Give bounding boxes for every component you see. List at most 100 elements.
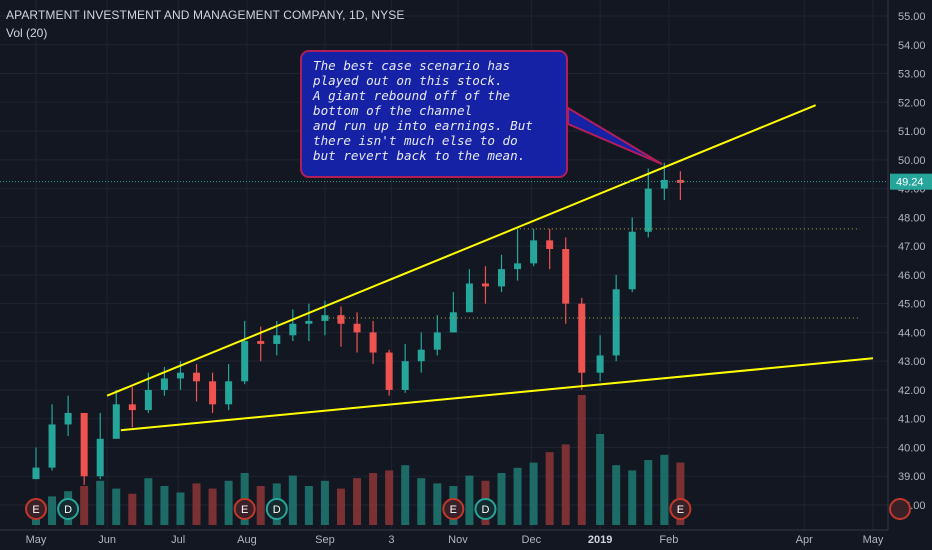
candle-body <box>176 372 184 379</box>
volume-bar <box>48 496 57 525</box>
volume-bar <box>224 480 233 525</box>
candle-body <box>273 335 281 344</box>
candle-body <box>241 341 249 382</box>
candle-body <box>401 361 409 390</box>
candle-body <box>128 404 136 411</box>
event-marker-dividend[interactable]: D <box>474 498 497 520</box>
price-axis-label: 47.00 <box>898 241 926 253</box>
price-axis-label: 52.00 <box>898 97 926 109</box>
candle-body <box>385 352 393 390</box>
price-axis-label: 45.00 <box>898 299 926 311</box>
candle-body <box>144 389 152 411</box>
volume-bars <box>32 395 685 525</box>
price-axis-label: 50.00 <box>898 155 926 167</box>
time-axis-label: Nov <box>448 534 468 546</box>
candle-body <box>48 424 56 468</box>
event-marker-earnings[interactable]: E <box>669 498 692 520</box>
candle-body <box>612 289 620 356</box>
volume-bar <box>676 462 685 525</box>
grid <box>0 0 888 530</box>
candle-body <box>514 263 522 270</box>
time-axis-label: Dec <box>522 534 542 546</box>
candle-body <box>465 283 473 313</box>
volume-bar <box>320 480 329 525</box>
volume-bar <box>612 465 621 525</box>
candle-body <box>530 240 538 264</box>
event-marker-label: D <box>64 504 72 516</box>
event-marker-earnings[interactable]: E <box>233 498 256 520</box>
volume-bar <box>176 492 185 525</box>
trendline-upper-channel[interactable] <box>106 104 817 397</box>
chart-legend: APARTMENT INVESTMENT AND MANAGEMENT COMP… <box>6 6 405 42</box>
candle-body <box>96 438 104 477</box>
price-axis-label: 39.00 <box>898 471 926 483</box>
candles <box>32 162 684 485</box>
time-axis-label: May <box>863 534 884 546</box>
price-axis-label: 40.00 <box>898 442 926 454</box>
price-axis-label: 51.00 <box>898 126 926 138</box>
volume-bar <box>561 444 570 525</box>
volume-bar <box>192 483 201 525</box>
event-marker-circle[interactable] <box>669 498 692 520</box>
price-axis-label: 44.00 <box>898 327 926 339</box>
volume-bar <box>596 434 605 525</box>
trendlines[interactable] <box>0 104 888 432</box>
last-price-label: 49.24 <box>896 177 924 189</box>
event-marker-label: E <box>32 504 39 516</box>
volume-bar <box>529 462 538 525</box>
event-marker-circle[interactable] <box>25 498 47 520</box>
event-marker-circle[interactable] <box>442 498 465 520</box>
volume-bar <box>208 488 217 525</box>
time-axis-label: Jul <box>171 534 185 546</box>
event-marker-earnings[interactable]: E <box>442 498 465 520</box>
candle-body <box>289 323 297 336</box>
candle-body <box>578 303 586 373</box>
volume-bar <box>513 467 522 525</box>
volume-bar <box>628 470 637 525</box>
volume-bar <box>160 486 169 525</box>
price-axis-label: 55.00 <box>898 11 926 23</box>
event-marker-circle[interactable] <box>265 498 288 520</box>
event-marker-dividend[interactable]: D <box>265 498 288 520</box>
candle-body <box>546 240 554 249</box>
candle-body <box>209 381 217 405</box>
trendline-lower-channel[interactable] <box>120 357 874 432</box>
candle-body <box>80 412 88 477</box>
symbol-title[interactable]: APARTMENT INVESTMENT AND MANAGEMENT COMP… <box>6 8 405 22</box>
time-axis-label: Apr <box>796 534 813 546</box>
event-marker-circle[interactable] <box>57 498 80 520</box>
time-axis-label: Jun <box>98 534 116 546</box>
candle-body <box>64 412 72 425</box>
volume-bar <box>288 475 297 525</box>
candle-body <box>433 332 441 350</box>
time-axis-label: 3 <box>388 534 394 546</box>
candle-body <box>417 349 425 362</box>
event-marker-dividend[interactable]: D <box>57 498 80 520</box>
volume-bar <box>369 473 378 525</box>
candle-body <box>32 467 40 480</box>
price-axis-label: 42.00 <box>898 385 926 397</box>
candle-body <box>160 378 168 390</box>
volume-bar <box>660 454 669 525</box>
candle-body <box>628 231 636 290</box>
volume-bar <box>336 488 345 525</box>
volume-bar <box>433 483 442 525</box>
volume-bar <box>353 478 362 525</box>
time-axis-label: Aug <box>237 534 257 546</box>
volume-bar <box>497 473 506 525</box>
volume-bar <box>644 460 653 525</box>
event-marker-circle[interactable] <box>474 498 497 520</box>
time-axis-label: May <box>26 534 47 546</box>
event-marker-earnings[interactable]: E <box>25 498 47 520</box>
event-marker-circle[interactable] <box>233 498 256 520</box>
candle-body <box>676 179 684 183</box>
volume-bar <box>304 486 313 525</box>
annotation-callout[interactable]: The best case scenario has played out on… <box>300 50 568 178</box>
event-marker-label: D <box>481 504 489 516</box>
price-axis-background <box>888 0 932 550</box>
event-marker-label: D <box>273 504 281 516</box>
volume-indicator-label[interactable]: Vol (20) <box>6 26 48 40</box>
candle-body <box>481 283 489 287</box>
